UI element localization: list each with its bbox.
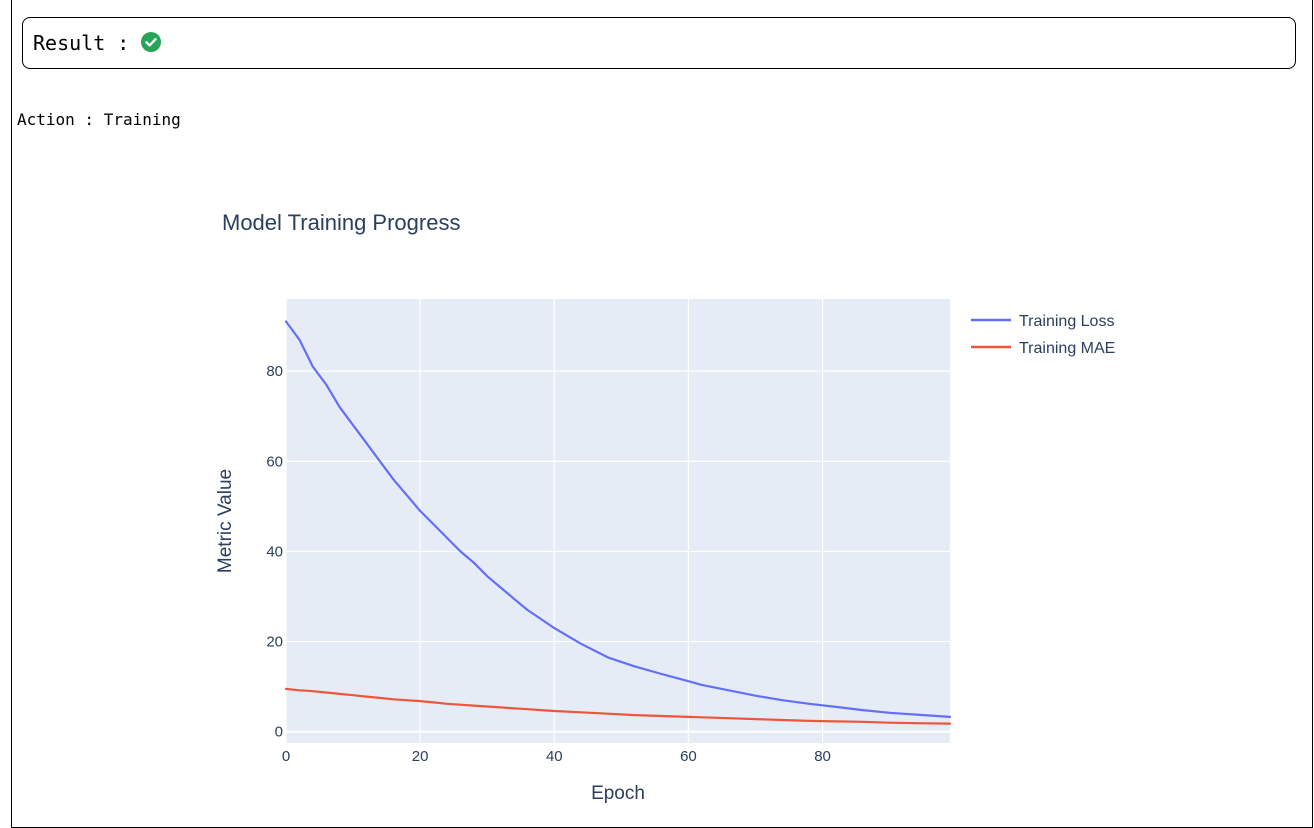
legend-item-label: Training Loss: [1019, 313, 1114, 330]
result-box: Result :: [22, 17, 1296, 69]
grid-lines: [285, 299, 950, 743]
y-tick-label: 60: [266, 453, 283, 470]
action-value: Training: [103, 110, 181, 129]
y-axis-ticks: 0 20 40 60 80: [266, 363, 283, 741]
result-label: Result :: [33, 31, 130, 55]
plot-area: [286, 299, 950, 743]
legend-item-label: Training MAE: [1019, 340, 1115, 357]
chart-svg: Model Training Progress 0 20 40 60 80 0 20 40 6…: [215, 210, 1115, 804]
series-line-2: [284, 687, 952, 725]
x-tick-label: 80: [814, 748, 831, 765]
legend: Training Loss Training MAE: [971, 313, 1115, 357]
y-tick-label: 80: [266, 363, 283, 380]
x-axis-ticks: 0 20 40 60 80: [282, 748, 831, 765]
action-label: Action :: [17, 110, 95, 129]
check-circle-icon: [141, 32, 162, 52]
y-tick-label: 0: [275, 724, 283, 741]
series-lines: [284, 320, 952, 725]
x-tick-label: 60: [680, 748, 697, 765]
chart-title: Model Training Progress: [222, 210, 460, 235]
x-tick-label: 20: [412, 748, 429, 765]
x-tick-label: 0: [282, 748, 290, 765]
y-tick-label: 40: [266, 543, 283, 560]
y-axis-label: Metric Value: [215, 469, 236, 573]
training-chart: Model Training Progress 0 20 40 60 80 0 20 40 6…: [215, 210, 1115, 804]
y-tick-label: 20: [266, 634, 283, 651]
x-tick-label: 40: [546, 748, 563, 765]
series-line-1: [284, 320, 952, 719]
x-axis-label: Epoch: [591, 783, 645, 804]
action-line: Action : Training: [17, 110, 181, 129]
